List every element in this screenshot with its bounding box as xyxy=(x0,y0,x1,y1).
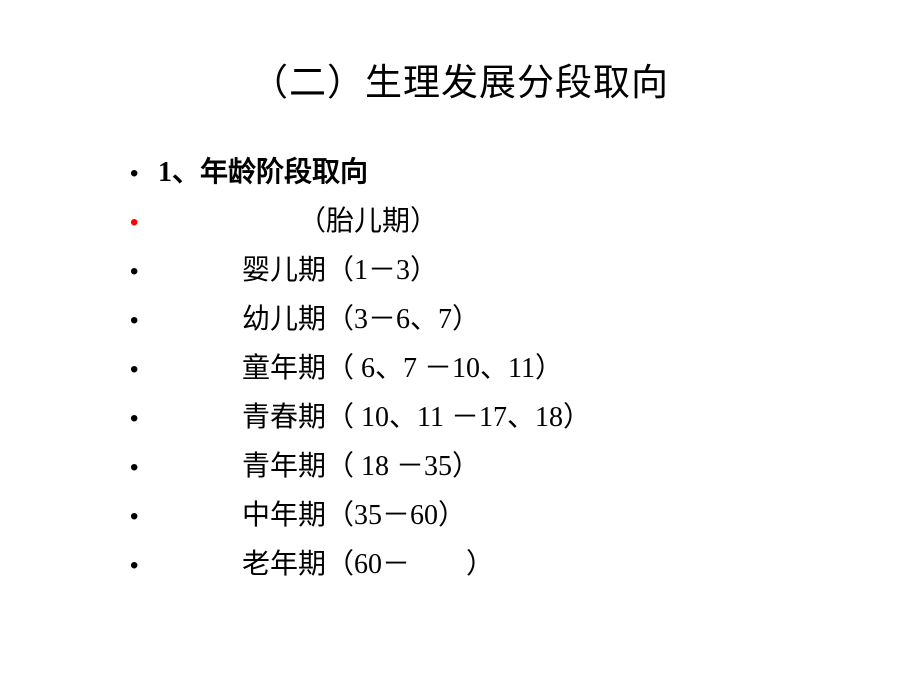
list-item: • 中年期（35－60） xyxy=(130,495,920,537)
list-item: • 老年期（60－ ） xyxy=(130,544,920,586)
bullet-icon: • xyxy=(130,499,144,535)
bullet-icon: • xyxy=(130,352,144,388)
list-item: • 青年期（ 18 －35） xyxy=(130,446,920,488)
list-item: • 青春期（ 10、11 －17、18） xyxy=(130,397,920,439)
line-text: 青年期（ 18 －35） xyxy=(158,446,480,488)
line-text: 1、年龄阶段取向 xyxy=(158,152,368,194)
list-item: • （胎儿期） xyxy=(130,201,920,243)
bullet-icon: • xyxy=(130,205,144,241)
slide-content: • 1、年龄阶段取向 • （胎儿期） • 婴儿期（1－3） • 幼儿期（3－6、… xyxy=(0,152,920,586)
list-item: • 幼儿期（3－6、7） xyxy=(130,299,920,341)
slide-container: （二）生理发展分段取向 • 1、年龄阶段取向 • （胎儿期） • 婴儿期（1－3… xyxy=(0,0,920,690)
line-text: 婴儿期（1－3） xyxy=(158,250,438,292)
line-text: 童年期（ 6、7 －10、11） xyxy=(158,348,563,390)
list-item: • 婴儿期（1－3） xyxy=(130,250,920,292)
line-text: 中年期（35－60） xyxy=(158,495,466,537)
bullet-icon: • xyxy=(130,303,144,339)
bullet-icon: • xyxy=(130,254,144,290)
bullet-icon: • xyxy=(130,156,144,192)
line-text: （胎儿期） xyxy=(158,201,438,243)
bullet-icon: • xyxy=(130,450,144,486)
line-text: 青春期（ 10、11 －17、18） xyxy=(158,397,591,439)
bullet-icon: • xyxy=(130,401,144,437)
list-item: • 1、年龄阶段取向 xyxy=(130,152,920,194)
slide-title: （二）生理发展分段取向 xyxy=(0,52,920,106)
bullet-icon: • xyxy=(130,548,144,584)
line-text: 老年期（60－ ） xyxy=(158,544,494,586)
line-text: 幼儿期（3－6、7） xyxy=(158,299,480,341)
list-item: • 童年期（ 6、7 －10、11） xyxy=(130,348,920,390)
